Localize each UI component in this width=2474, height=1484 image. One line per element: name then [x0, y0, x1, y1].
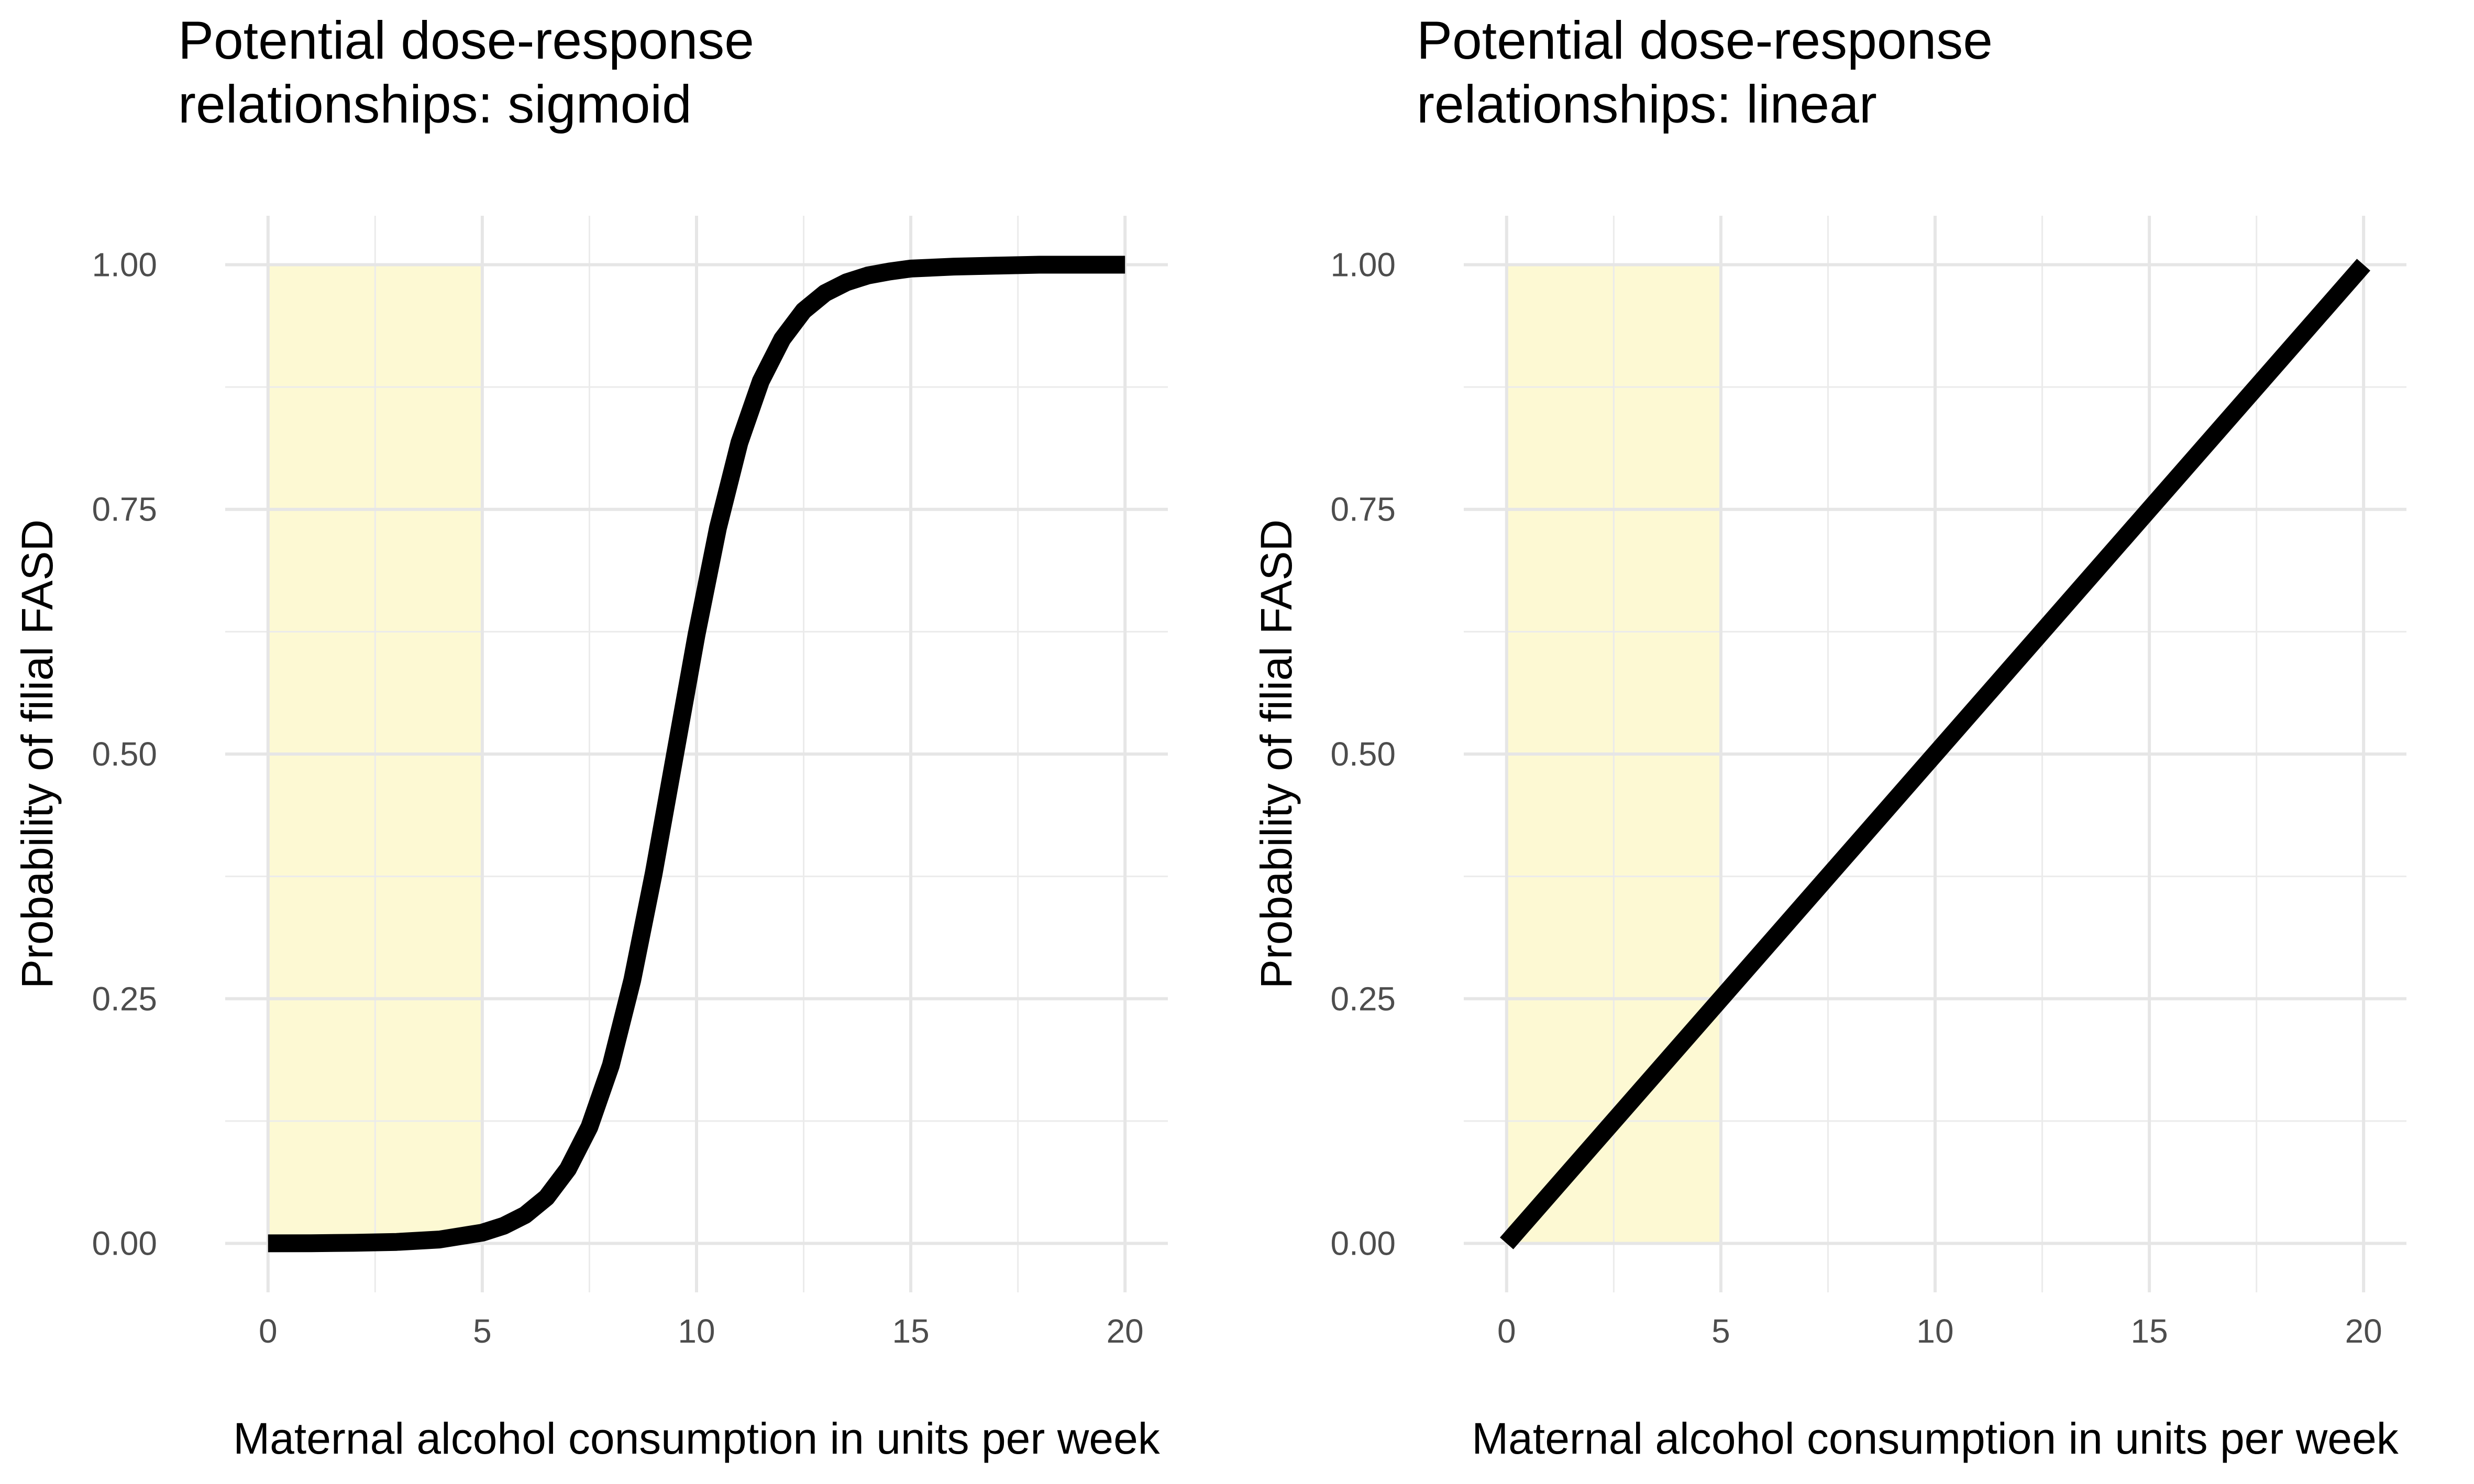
y-tick-label: 0.25 [92, 980, 157, 1017]
y-tick-label: 0.75 [1330, 491, 1396, 528]
chart-title: Potential dose-response relationships: li… [1417, 10, 1993, 134]
linear-curve [1500, 259, 2370, 1249]
panel-sigmoid: 0 5 10 15 20 0.00 0.25 0.50 0.75 1.00 Maternal alc… [13, 10, 1168, 1463]
panel-linear: 0 5 10 15 20 0.00 0.25 0.50 0.75 1.00 Maternal alc… [1252, 10, 2406, 1463]
y-tick-label: 1.00 [1330, 246, 1396, 283]
y-tick-label: 0.00 [92, 1225, 157, 1262]
chart-title: Potential dose-response relationships: si… [178, 10, 754, 134]
x-tick-label: 5 [473, 1312, 492, 1350]
y-tick-label: 0.00 [1330, 1225, 1396, 1262]
x-tick-label: 5 [1711, 1312, 1730, 1350]
x-axis-title: Maternal alcohol consumption in units pe… [233, 1414, 1161, 1463]
y-tick-label: 0.50 [1330, 735, 1396, 773]
y-tick-label: 0.50 [92, 735, 157, 773]
x-tick-label: 20 [1107, 1312, 1144, 1350]
x-tick-label: 10 [1916, 1312, 1953, 1350]
x-tick-label: 15 [2130, 1312, 2168, 1350]
y-axis-title: Probability of filial FASD [13, 519, 62, 989]
x-axis-title: Maternal alcohol consumption in units pe… [1472, 1414, 2399, 1463]
y-axis-title: Probability of filial FASD [1252, 519, 1301, 989]
x-tick-label: 20 [2345, 1312, 2382, 1350]
x-tick-label: 10 [678, 1312, 715, 1350]
x-tick-label: 0 [1497, 1312, 1516, 1350]
y-tick-label: 0.25 [1330, 980, 1396, 1017]
x-tick-label: 0 [259, 1312, 278, 1350]
y-tick-label: 0.75 [92, 491, 157, 528]
y-tick-label: 1.00 [92, 246, 157, 283]
sigmoid-curve [268, 256, 1125, 1253]
x-tick-label: 15 [892, 1312, 929, 1350]
